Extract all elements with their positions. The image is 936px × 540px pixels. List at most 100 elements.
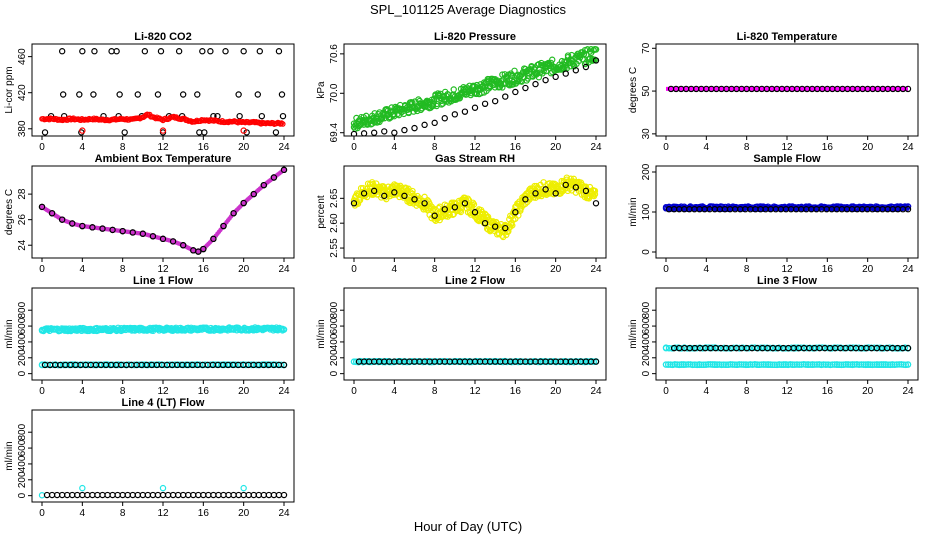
data-point [159, 235, 167, 243]
data-point [499, 358, 506, 365]
x-tick-label: 16 [510, 264, 522, 275]
data-point [782, 361, 790, 368]
data-point [280, 361, 288, 369]
data-point [855, 345, 863, 352]
data-point [411, 124, 418, 132]
data-point [401, 126, 408, 134]
x-tick-label: 4 [704, 142, 710, 153]
y-tick-label: 400 [641, 333, 652, 350]
y-tick-label: 69.4 [329, 123, 340, 143]
data-point [835, 361, 843, 368]
data-point [409, 187, 416, 195]
data-point [411, 196, 418, 203]
y-tick-label: 30 [641, 128, 652, 140]
x-tick-label: 12 [469, 386, 481, 397]
data-point [481, 219, 489, 227]
panel-title: Line 2 Flow [445, 275, 505, 287]
data-point [119, 227, 126, 235]
data-point [43, 491, 51, 499]
x-tick-label: 8 [432, 264, 438, 275]
data-point [174, 491, 182, 499]
data-point [134, 491, 141, 499]
y-tick-label: 0 [641, 249, 652, 255]
data-point [279, 121, 286, 127]
data-point [240, 199, 247, 207]
data-point [387, 192, 394, 200]
x-tick-label: 4 [392, 264, 398, 275]
x-tick-label: 20 [550, 386, 562, 397]
data-point [350, 200, 358, 207]
data-point [280, 326, 288, 333]
data-point [391, 129, 398, 136]
data-point [840, 361, 847, 368]
y-tick-label: 2.60 [329, 213, 340, 233]
data-point [793, 361, 801, 368]
data-point [451, 204, 459, 211]
x-tick-label: 24 [278, 264, 290, 275]
plot-frame [343, 287, 607, 381]
y-axis-label: kPa [316, 81, 327, 99]
plot-area [350, 357, 600, 366]
x-tick-label: 16 [822, 142, 834, 153]
y-tick-label: 50 [641, 85, 652, 97]
data-point [104, 491, 111, 499]
data-point [113, 48, 120, 55]
plot-area [350, 174, 600, 241]
data-point [222, 48, 229, 55]
data-point [270, 174, 278, 181]
y-tick-label: 70.6 [329, 44, 340, 64]
panel-7: Line 1 Flow ml/min 0 4 8 12 16 20 24 0 20040060080… [4, 275, 295, 397]
data-point [280, 166, 288, 174]
data-point [895, 361, 903, 368]
y-tick-label: 600 [17, 439, 28, 456]
x-tick-label: 12 [469, 264, 481, 275]
data-point [904, 203, 912, 210]
series-2 [667, 85, 912, 93]
data-point [58, 216, 66, 223]
data-point [849, 344, 857, 352]
x-tick-label: 0 [39, 386, 45, 397]
y-axis-label: ml/min [4, 441, 15, 470]
x-tick-label: 4 [704, 386, 710, 397]
panel-title: Line 3 Flow [757, 275, 817, 287]
data-point [811, 361, 818, 368]
panel-title: Gas Stream RH [435, 153, 515, 165]
data-point [124, 491, 131, 499]
data-point [225, 491, 232, 499]
data-point [154, 491, 162, 499]
data-point [99, 491, 106, 499]
x-tick-label: 24 [278, 386, 290, 397]
data-point [714, 344, 722, 352]
plot-area [666, 85, 912, 93]
y-tick-label: 400 [329, 333, 340, 350]
data-point [807, 361, 814, 368]
x-tick-label: 20 [550, 264, 562, 275]
panel-title: Li-820 CO2 [134, 31, 191, 43]
x-tick-label: 12 [157, 264, 169, 275]
data-point [255, 491, 262, 499]
data-point [512, 209, 519, 216]
plot-frame [31, 165, 295, 259]
data-point [791, 361, 798, 368]
data-point [751, 344, 759, 352]
y-tick-label: 2.65 [329, 188, 340, 208]
x-tick-label: 12 [781, 264, 793, 275]
y-axis-label: ml/min [628, 319, 639, 348]
data-point [278, 361, 285, 369]
data-point [522, 84, 529, 92]
data-point [139, 491, 147, 499]
x-tick-label: 16 [822, 264, 834, 275]
data-point [357, 185, 365, 192]
y-tick-label: 200 [641, 349, 652, 366]
data-point [421, 200, 428, 207]
y-tick-label: 70.0 [329, 83, 340, 103]
series-3 [39, 111, 286, 127]
series-1 [350, 174, 599, 241]
x-tick-label: 0 [39, 142, 45, 153]
data-point [230, 491, 237, 499]
x-tick-label: 0 [351, 386, 357, 397]
data-point [499, 232, 506, 239]
data-point [707, 361, 714, 368]
data-point [109, 226, 116, 234]
x-tick-label: 24 [902, 386, 914, 397]
